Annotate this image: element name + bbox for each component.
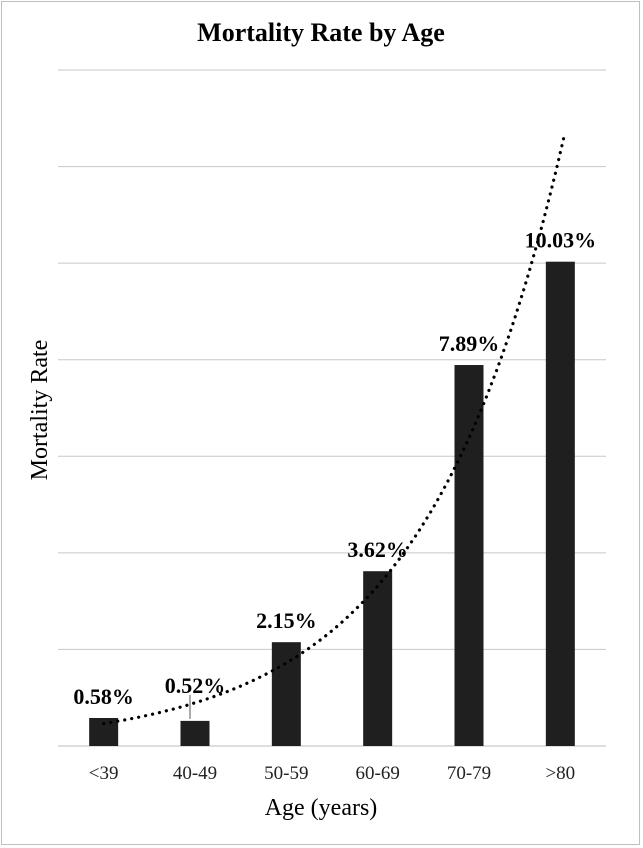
x-tick-label: <39 [89, 763, 119, 784]
data-label: 10.03% [525, 228, 597, 253]
bar [180, 720, 210, 746]
bar [271, 642, 301, 746]
x-axis-ticks: <39 40-49 50-59 60-69 70-79 >80 [89, 763, 575, 784]
bar [363, 571, 393, 746]
data-label: 7.89% [439, 331, 500, 356]
trendline-group [102, 131, 567, 726]
bar [545, 261, 575, 746]
gridlines [58, 69, 606, 747]
data-label: 0.52% [165, 673, 226, 698]
x-axis-title: Age (years) [265, 795, 378, 821]
chart-title: Mortality Rate by Age [197, 18, 445, 47]
data-label: 2.15% [256, 608, 317, 633]
y-axis-title: Mortality Rate [27, 340, 53, 481]
data-label: 0.58% [73, 684, 134, 709]
x-tick-label: 40-49 [173, 763, 217, 784]
x-tick-label: 70-79 [447, 763, 491, 784]
bar [454, 365, 484, 746]
x-tick-label: >80 [545, 763, 575, 784]
data-labels: 0.58% 0.52% 2.15% 3.62% 7.89% 10.03% [73, 228, 596, 709]
data-label: 3.62% [347, 537, 408, 562]
trendline [102, 131, 567, 726]
x-tick-label: 50-59 [264, 763, 308, 784]
x-tick-label: 60-69 [356, 763, 400, 784]
bars [89, 261, 575, 746]
